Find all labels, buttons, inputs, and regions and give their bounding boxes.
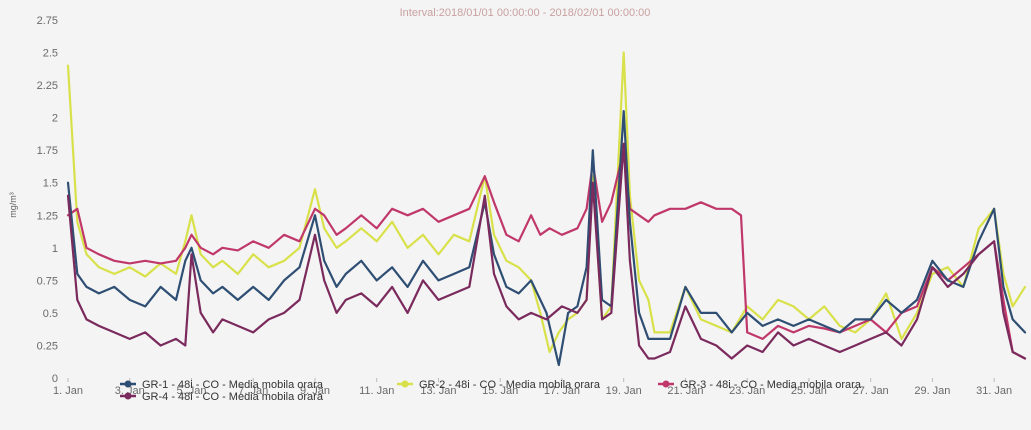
x-tick-label: 27. Jan [853, 385, 889, 397]
series-line-3 [66, 110, 1027, 367]
y-tick-label: 1.5 [43, 178, 58, 190]
x-tick-label: 15. Jan [482, 385, 518, 397]
x-tick-label: 31. Jan [976, 385, 1012, 397]
series-line-4 [66, 142, 1027, 360]
y-tick-label: 1 [52, 243, 58, 255]
x-tick-label: 19. Jan [606, 385, 642, 397]
legend-swatch-marker [401, 380, 409, 388]
y-axis-label: mg/m³ [8, 192, 18, 218]
legend-label: GR-1 - 48i - CO - Media mobila orara [142, 379, 324, 391]
x-axis: 1. Jan 3. Jan 5. Jan 7. Jan 9. Jan 11. Jan 13.… [53, 378, 1012, 397]
chart-title: Interval:2018/01/01 00:00:00 - 2018/02/0… [400, 7, 651, 19]
legend: GR-1 - 48i - CO - Media mobila orara GR-2… [120, 379, 862, 403]
y-tick-label: 1.75 [37, 145, 58, 157]
y-tick-label: 2.25 [37, 80, 58, 92]
legend-swatch-marker [662, 380, 670, 388]
x-tick-label: 17. Jan [544, 385, 580, 397]
x-tick-label: 29. Jan [914, 385, 950, 397]
x-tick-label: 3. Jan [115, 385, 145, 397]
x-tick-label: 7. Jan [238, 385, 268, 397]
legend-swatch-marker [124, 380, 132, 388]
x-tick-label: 1. Jan [53, 385, 83, 397]
x-tick-label: 11. Jan [359, 385, 394, 397]
x-tick-label: 9. Jan [300, 385, 330, 397]
legend-swatch-marker [124, 392, 132, 400]
legend-label: GR-2 - 48i - CO - Media mobila orara [419, 379, 601, 391]
y-tick-label: 0.75 [37, 275, 58, 287]
y-tick-label: 0.5 [43, 308, 58, 320]
y-axis: 0 0.25 0.5 0.75 1 1.25 1.5 1.75 2 2.25 2.5 2.75 [37, 15, 58, 385]
y-tick-label: 2 [52, 113, 58, 125]
series-line-1 [66, 51, 1027, 354]
x-tick-label: 21. Jan [667, 385, 703, 397]
legend-label: GR-4 - 48i - CO - Media mobila orara [142, 391, 324, 403]
x-tick-label: 23. Jan [729, 385, 765, 397]
x-tick-label: 25. Jan [791, 385, 827, 397]
legend-item[interactable]: GR-4 - 48i - CO - Media mobila orara [120, 391, 324, 403]
legend-item[interactable]: GR-1 - 48i - CO - Media mobila orara [120, 379, 324, 391]
legend-label: GR-3 - 48i - CO - Media mobila orara [680, 379, 862, 391]
series-layer [66, 51, 1027, 367]
legend-item[interactable]: GR-3 - 48i - CO - Media mobila orara [658, 379, 862, 391]
y-tick-label: 2.5 [43, 48, 58, 60]
x-tick-label: 13. Jan [420, 385, 456, 397]
y-tick-label: 0 [52, 373, 58, 385]
x-tick-label: 5. Jan [176, 385, 206, 397]
y-tick-label: 2.75 [37, 15, 58, 27]
y-tick-label: 0.25 [37, 340, 58, 352]
series-line-2 [66, 149, 1027, 360]
legend-item[interactable]: GR-2 - 48i - CO - Media mobila orara [397, 379, 601, 391]
y-tick-label: 1.25 [37, 210, 58, 222]
